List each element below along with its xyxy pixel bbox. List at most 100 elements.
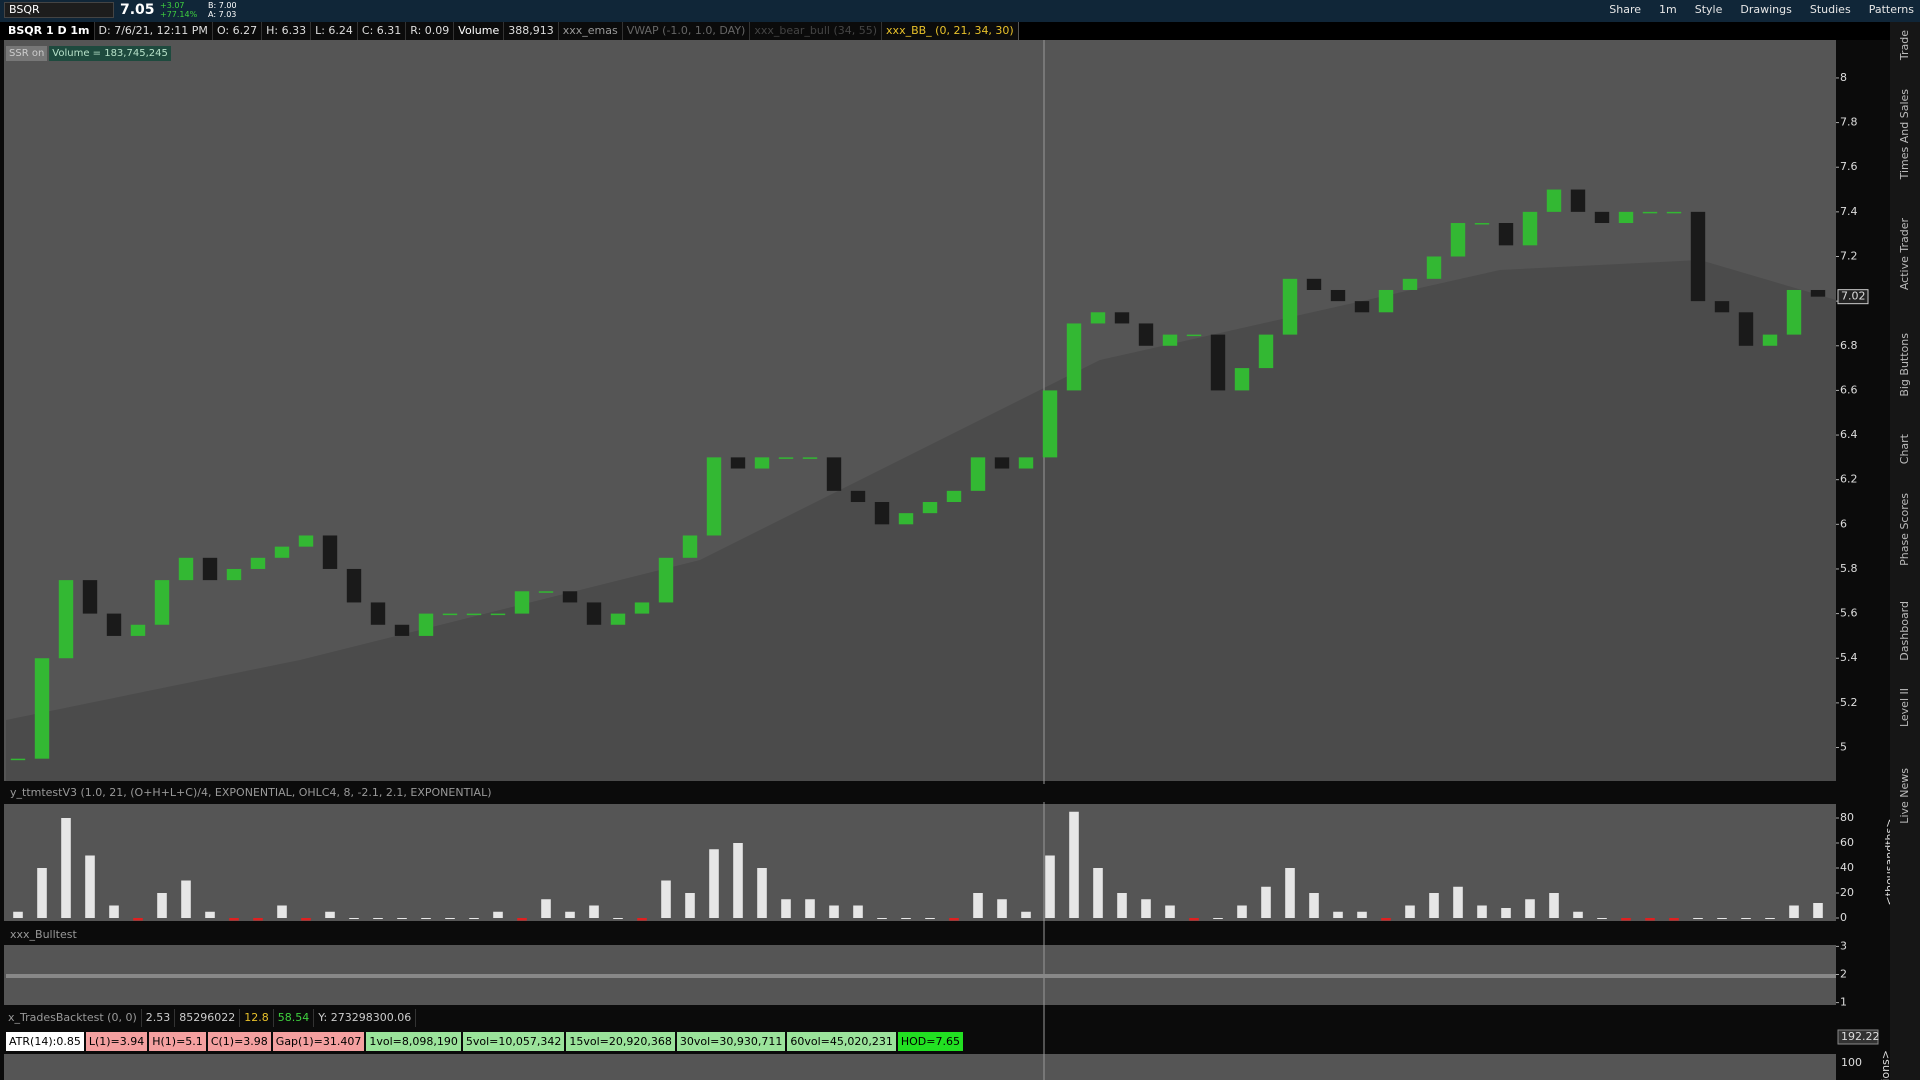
histogram-bar (1789, 905, 1799, 918)
candle (1234, 368, 1250, 391)
stat-badge: H(1)=5.1 (149, 1032, 206, 1051)
candle (1306, 278, 1322, 290)
histogram-bar (805, 899, 815, 918)
histogram-bar (445, 918, 455, 919)
candle (1186, 334, 1202, 337)
side-tab[interactable]: Big Buttons (1898, 333, 1911, 397)
y-tick-label: 5.6 (1840, 607, 1858, 620)
candle (1810, 289, 1826, 297)
side-tab[interactable]: Times And Sales (1898, 89, 1911, 180)
candle (922, 502, 938, 514)
histogram-bar (61, 818, 71, 918)
y-tick-label: 2 (1840, 968, 1847, 981)
side-tab[interactable]: Trade (1898, 30, 1911, 61)
side-tabs: Trade Times And Sales Active Trader Big But… (1890, 22, 1920, 1080)
histogram-bar (565, 911, 575, 918)
side-tab[interactable]: Dashboard (1898, 601, 1911, 661)
side-tab[interactable]: Level II (1898, 688, 1911, 728)
histogram-bar (1237, 905, 1247, 918)
candle (202, 557, 218, 581)
candle (1402, 278, 1418, 290)
toolbar-button[interactable]: Share (1609, 3, 1642, 16)
info-field: D: 7/6/21, 12:11 PM (95, 22, 213, 40)
candle (514, 591, 530, 614)
stat-badge: C(1)=3.98 (207, 1032, 271, 1051)
info-field: xxx_emas (559, 22, 623, 40)
histogram-bar (13, 911, 23, 918)
toolbar-button[interactable]: 1m (1659, 3, 1677, 16)
backtest-field: 85296022 (175, 1009, 241, 1027)
histogram-bar (877, 918, 887, 919)
histogram-bar (781, 899, 791, 918)
candle (1522, 211, 1538, 246)
histogram-bar (709, 849, 719, 918)
histogram-bar (1069, 811, 1079, 918)
candle (610, 613, 626, 625)
toolbar-button[interactable]: Patterns (1868, 3, 1914, 16)
histogram-bar (661, 880, 671, 918)
change: +3.07 (160, 1, 185, 10)
change-pct: +77.14% (160, 10, 198, 19)
y-tick-label: 6.6 (1840, 383, 1858, 396)
candle (130, 624, 146, 636)
candle (1618, 211, 1634, 224)
candle (1162, 334, 1178, 346)
candle (1114, 312, 1130, 324)
candle (490, 613, 506, 616)
histogram-bar (253, 918, 263, 921)
toolbar-button[interactable]: Style (1694, 3, 1723, 16)
candle (946, 490, 962, 503)
volume-shade (6, 260, 1836, 781)
side-tab[interactable]: Chart (1898, 434, 1911, 465)
info-bar: BSQR 1 D 1m D: 7/6/21, 12:11 PM O: 6.27 H: … (4, 22, 1019, 40)
candle (538, 591, 554, 593)
histogram-bar (1765, 918, 1775, 919)
candle (226, 568, 242, 581)
y-tick-label: 80 (1840, 811, 1854, 824)
y-tick-label: 8 (1840, 71, 1847, 84)
toolbar-button[interactable]: Studies (1809, 3, 1851, 16)
histogram-bar (229, 918, 239, 921)
histogram-bar (1813, 903, 1823, 918)
bid: B: 7.00 (208, 1, 237, 10)
histogram-bar (205, 911, 215, 918)
candle (826, 457, 842, 491)
study-label: y_ttmtestV3 (1.0, 21, (O+H+L+C)/4, EXPON… (4, 784, 1842, 802)
info-field: BSQR 1 D 1m (4, 22, 95, 40)
last-price-label: 7.02 (1841, 290, 1866, 303)
side-tab[interactable]: Live News (1898, 768, 1911, 824)
histogram-bar (1309, 893, 1319, 918)
histogram-bar (949, 918, 959, 921)
candle (34, 658, 50, 759)
candle (1066, 323, 1082, 391)
badge: Volume = 183,745,245 (49, 46, 171, 61)
backtest-field: 58.54 (274, 1009, 315, 1027)
y-tick-label: 20 (1840, 886, 1854, 899)
candle (1786, 289, 1802, 335)
y-tick-label: 7.2 (1840, 249, 1858, 262)
candle (658, 557, 674, 603)
info-field: L: 6.24 (311, 22, 358, 40)
toolbar-buttons: Share 1m Style Drawings Studies Patterns (1609, 3, 1914, 16)
histogram-bar (1525, 899, 1535, 918)
side-tab[interactable]: Active Trader (1898, 218, 1911, 291)
badge: SSR on (6, 46, 48, 61)
side-tab[interactable]: Phase Scores (1898, 493, 1911, 566)
candle (994, 457, 1010, 469)
toolbar-button[interactable]: Drawings (1740, 3, 1792, 16)
histogram-bar (1429, 893, 1439, 918)
candle (10, 758, 26, 761)
candle (562, 591, 578, 603)
info-field: R: 0.09 (406, 22, 455, 40)
candle (730, 457, 746, 469)
candle (586, 602, 602, 625)
symbol-input[interactable]: BSQR (4, 2, 114, 18)
histogram-bar (1045, 855, 1055, 918)
histogram-bar (613, 918, 623, 919)
info-field: xxx_BB_ (0, 21, 34, 30) (882, 22, 1019, 40)
stat-badge: 1vol=8,098,190 (366, 1032, 461, 1051)
histogram-bar (349, 918, 359, 919)
info-field: H: 6.33 (262, 22, 312, 40)
info-field: 388,913 (504, 22, 559, 40)
histogram-bar (1645, 918, 1655, 921)
